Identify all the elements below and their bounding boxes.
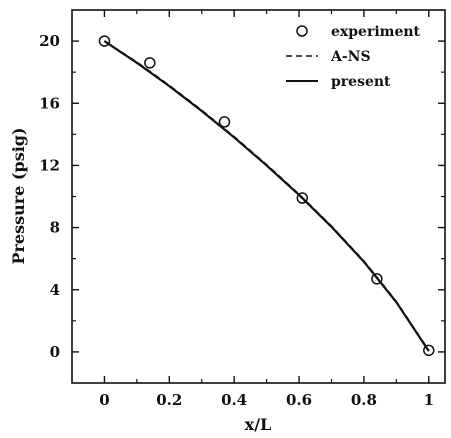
x-tick-label: 0.2 — [156, 391, 182, 409]
legend-label: present — [331, 74, 391, 90]
x-tick-label: 1 — [424, 391, 434, 409]
y-tick-label: 12 — [39, 156, 60, 174]
y-tick-label: 4 — [50, 281, 60, 299]
experiment-point — [144, 57, 156, 69]
experiment-point — [218, 116, 231, 128]
axis-ticks — [72, 10, 445, 383]
tick-labels: 0 0.2 0.4 0.6 0.8 1 0 4 8 12 16 20 — [39, 32, 434, 409]
x-axis-title: x/L — [245, 415, 272, 434]
y-tick-label: 20 — [39, 32, 60, 50]
legend-label: A-NS — [330, 49, 371, 65]
legend: experiment A-NS present — [286, 24, 421, 90]
series-layer — [98, 35, 435, 357]
x-tick-label: 0.4 — [221, 391, 247, 409]
y-axis-title: Pressure (psig) — [9, 127, 28, 264]
y-tick-label: 8 — [50, 219, 60, 237]
x-tick-label: 0 — [99, 391, 109, 409]
present-line — [103, 40, 430, 352]
legend-marker-experiment — [296, 25, 308, 37]
legend-label: experiment — [331, 24, 421, 40]
plot-frame — [71, 9, 446, 384]
x-tick-label: 0.8 — [351, 391, 377, 409]
x-tick-label: 0.6 — [286, 391, 312, 409]
y-tick-label: 16 — [39, 94, 60, 112]
y-tick-label: 0 — [50, 343, 60, 361]
